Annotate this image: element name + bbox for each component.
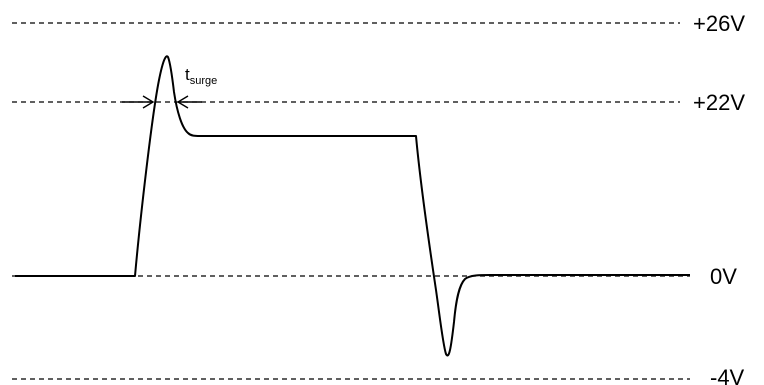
- surge-label-main: t: [185, 65, 190, 84]
- level-label-zero: 0V: [710, 264, 737, 289]
- voltage-waveform: [15, 55, 690, 357]
- level-label-plus26: +26V: [693, 11, 745, 36]
- level-label-minus4: -4V: [710, 365, 745, 385]
- surge-duration-label: tsurge: [185, 65, 217, 87]
- surge-duration-arrows: [122, 95, 202, 109]
- level-label-plus22: +22V: [693, 90, 745, 115]
- surge-label-subscript: surge: [190, 75, 218, 87]
